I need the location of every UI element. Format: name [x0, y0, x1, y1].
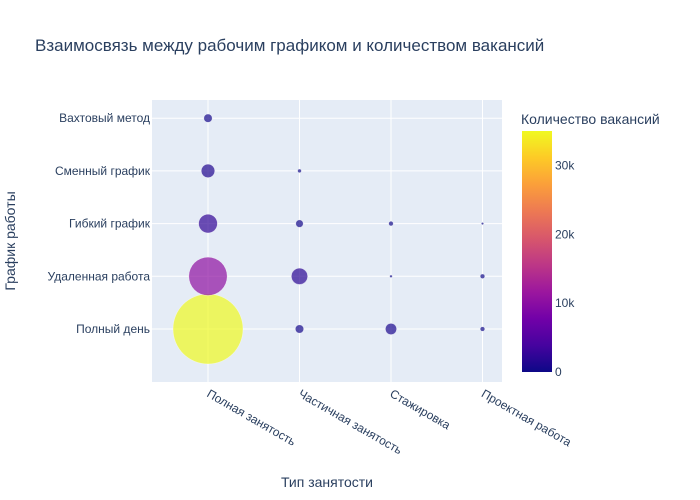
colorbar: [522, 131, 552, 372]
y-axis-ticks: Полный день Удаленная работа Гибкий график…: [48, 111, 151, 336]
chart-title: Взаимосвязь между рабочим графиком и кол…: [35, 36, 544, 55]
y-tick-label: Удаленная работа: [48, 269, 151, 283]
y-tick-label: Вахтовый метод: [59, 111, 150, 125]
bubble-point: [297, 168, 302, 174]
bubble-point: [388, 221, 394, 227]
bubble-point: [385, 323, 397, 335]
colorbar-ticks: 0 10k 20k 30k: [555, 158, 575, 379]
x-tick-label: Проектная работа: [479, 386, 574, 449]
bubble-point: [479, 326, 486, 332]
colorbar-tick-label: 0: [555, 365, 562, 379]
colorbar-tick-label: 30k: [555, 158, 575, 172]
bubble-point: [172, 293, 244, 365]
bubble-point: [188, 256, 228, 296]
bubble-point: [198, 213, 218, 234]
x-axis-title: Тип занятости: [281, 474, 373, 490]
bubble-point: [291, 267, 308, 285]
bubble-point: [295, 324, 304, 334]
colorbar-title: Количество вакансий: [521, 111, 660, 127]
bubble-point: [201, 163, 215, 178]
x-tick-label: Стажировка: [388, 386, 454, 432]
y-axis-title: График работы: [2, 191, 18, 290]
colorbar-tick-label: 20k: [555, 227, 575, 241]
bubble-point: [481, 222, 484, 226]
bubble-point: [389, 274, 393, 278]
colorbar-tick-label: 10k: [555, 296, 575, 310]
bubble-point: [295, 219, 304, 228]
x-tick-label: Полная занятость: [205, 386, 299, 448]
bubbles: [172, 113, 486, 365]
bubble-point: [479, 273, 486, 279]
y-tick-label: Полный день: [76, 322, 150, 336]
y-tick-label: Сменный график: [55, 164, 151, 178]
bubble-point: [203, 113, 213, 123]
y-tick-label: Гибкий график: [69, 217, 151, 231]
